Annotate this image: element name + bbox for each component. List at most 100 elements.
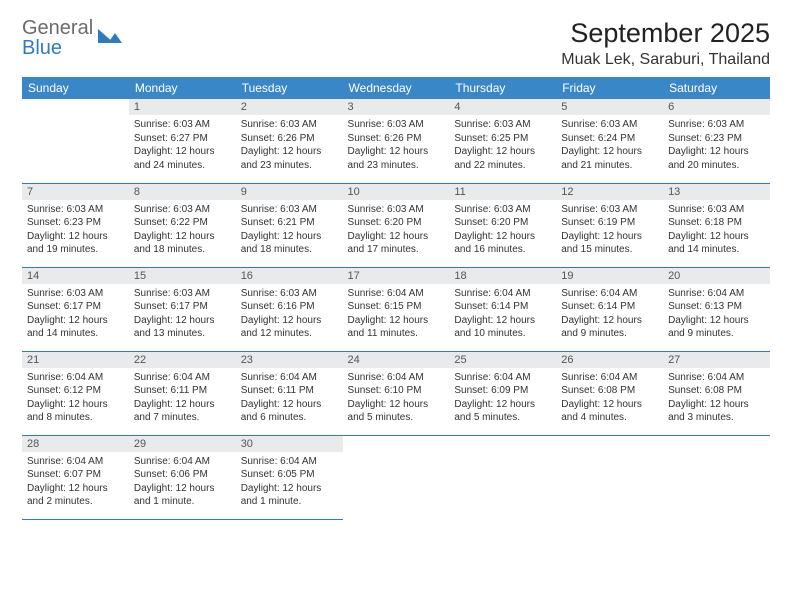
calendar-cell (449, 435, 556, 519)
sunset-text: Sunset: 6:07 PM (27, 468, 124, 482)
sunrise-text: Sunrise: 6:04 AM (668, 287, 765, 301)
daylight-text-1: Daylight: 12 hours (668, 230, 765, 244)
day-header: Friday (556, 77, 663, 99)
daylight-text-1: Daylight: 12 hours (561, 314, 658, 328)
logo: General Blue (22, 18, 124, 58)
daylight-text-2: and 3 minutes. (668, 411, 765, 425)
sunset-text: Sunset: 6:18 PM (668, 216, 765, 230)
day-content: Sunrise: 6:04 AMSunset: 6:15 PMDaylight:… (343, 284, 450, 345)
sunset-text: Sunset: 6:27 PM (134, 132, 231, 146)
sunrise-text: Sunrise: 6:03 AM (561, 118, 658, 132)
day-content: Sunrise: 6:04 AMSunset: 6:13 PMDaylight:… (663, 284, 770, 345)
daylight-text-2: and 12 minutes. (241, 327, 338, 341)
day-number: 19 (556, 268, 663, 284)
sunrise-text: Sunrise: 6:03 AM (348, 118, 445, 132)
sunrise-text: Sunrise: 6:04 AM (27, 371, 124, 385)
daylight-text-2: and 10 minutes. (454, 327, 551, 341)
sunrise-text: Sunrise: 6:04 AM (668, 371, 765, 385)
day-number: 16 (236, 268, 343, 284)
daylight-text-2: and 14 minutes. (668, 243, 765, 257)
day-content: Sunrise: 6:03 AMSunset: 6:19 PMDaylight:… (556, 200, 663, 261)
sunset-text: Sunset: 6:17 PM (134, 300, 231, 314)
daylight-text-1: Daylight: 12 hours (241, 398, 338, 412)
sunrise-text: Sunrise: 6:04 AM (134, 371, 231, 385)
calendar-cell (22, 99, 129, 183)
calendar-cell: 4Sunrise: 6:03 AMSunset: 6:25 PMDaylight… (449, 99, 556, 183)
calendar-cell: 10Sunrise: 6:03 AMSunset: 6:20 PMDayligh… (343, 183, 450, 267)
day-content: Sunrise: 6:04 AMSunset: 6:10 PMDaylight:… (343, 368, 450, 429)
day-content: Sunrise: 6:04 AMSunset: 6:14 PMDaylight:… (556, 284, 663, 345)
daylight-text-2: and 17 minutes. (348, 243, 445, 257)
sunset-text: Sunset: 6:11 PM (241, 384, 338, 398)
month-title: September 2025 (561, 18, 770, 49)
calendar-cell: 17Sunrise: 6:04 AMSunset: 6:15 PMDayligh… (343, 267, 450, 351)
daylight-text-1: Daylight: 12 hours (454, 230, 551, 244)
calendar-cell: 25Sunrise: 6:04 AMSunset: 6:09 PMDayligh… (449, 351, 556, 435)
daylight-text-1: Daylight: 12 hours (668, 145, 765, 159)
calendar-cell: 26Sunrise: 6:04 AMSunset: 6:08 PMDayligh… (556, 351, 663, 435)
day-header: Saturday (663, 77, 770, 99)
sunrise-text: Sunrise: 6:03 AM (27, 287, 124, 301)
sunrise-text: Sunrise: 6:04 AM (241, 371, 338, 385)
day-number: 30 (236, 436, 343, 452)
daylight-text-1: Daylight: 12 hours (454, 314, 551, 328)
day-header: Monday (129, 77, 236, 99)
sunset-text: Sunset: 6:23 PM (27, 216, 124, 230)
daylight-text-1: Daylight: 12 hours (134, 230, 231, 244)
sunset-text: Sunset: 6:12 PM (27, 384, 124, 398)
sunset-text: Sunset: 6:13 PM (668, 300, 765, 314)
sunrise-text: Sunrise: 6:04 AM (134, 455, 231, 469)
day-content: Sunrise: 6:04 AMSunset: 6:09 PMDaylight:… (449, 368, 556, 429)
calendar-week-row: 21Sunrise: 6:04 AMSunset: 6:12 PMDayligh… (22, 351, 770, 435)
daylight-text-2: and 13 minutes. (134, 327, 231, 341)
calendar-week-row: 1 Sunrise: 6:03 AM Sunset: 6:27 PM Daylight… (22, 99, 770, 183)
sunrise-text: Sunrise: 6:03 AM (241, 287, 338, 301)
day-number: 4 (449, 99, 556, 115)
sunset-text: Sunset: 6:26 PM (241, 132, 338, 146)
sunset-text: Sunset: 6:25 PM (454, 132, 551, 146)
sunset-text: Sunset: 6:08 PM (561, 384, 658, 398)
sunset-text: Sunset: 6:23 PM (668, 132, 765, 146)
calendar-cell: 18Sunrise: 6:04 AMSunset: 6:14 PMDayligh… (449, 267, 556, 351)
daylight-text-2: and 1 minute. (134, 495, 231, 509)
sunset-text: Sunset: 6:22 PM (134, 216, 231, 230)
sunrise-text: Sunrise: 6:03 AM (241, 118, 338, 132)
sunrise-text: Sunrise: 6:03 AM (454, 118, 551, 132)
day-content: Sunrise: 6:04 AMSunset: 6:12 PMDaylight:… (22, 368, 129, 429)
day-number: 25 (449, 352, 556, 368)
sunrise-text: Sunrise: 6:03 AM (454, 203, 551, 217)
calendar-cell: 19Sunrise: 6:04 AMSunset: 6:14 PMDayligh… (556, 267, 663, 351)
calendar-cell: 24Sunrise: 6:04 AMSunset: 6:10 PMDayligh… (343, 351, 450, 435)
daylight-text-1: Daylight: 12 hours (27, 482, 124, 496)
sunrise-text: Sunrise: 6:04 AM (454, 287, 551, 301)
daylight-text-2: and 9 minutes. (668, 327, 765, 341)
sunset-text: Sunset: 6:14 PM (561, 300, 658, 314)
day-number: 23 (236, 352, 343, 368)
sunrise-text: Sunrise: 6:03 AM (134, 203, 231, 217)
sunrise-text: Sunrise: 6:03 AM (348, 203, 445, 217)
sunset-text: Sunset: 6:08 PM (668, 384, 765, 398)
daylight-text-1: Daylight: 12 hours (241, 482, 338, 496)
calendar-cell: 14Sunrise: 6:03 AMSunset: 6:17 PMDayligh… (22, 267, 129, 351)
calendar-cell: 27Sunrise: 6:04 AMSunset: 6:08 PMDayligh… (663, 351, 770, 435)
day-number: 8 (129, 184, 236, 200)
title-block: September 2025 Muak Lek, Saraburi, Thail… (561, 18, 770, 69)
day-number: 27 (663, 352, 770, 368)
day-number: 1 (129, 99, 236, 115)
calendar-cell: 1Sunrise: 6:03 AMSunset: 6:27 PMDaylight… (129, 99, 236, 183)
calendar-cell: 30Sunrise: 6:04 AMSunset: 6:05 PMDayligh… (236, 435, 343, 519)
day-number: 11 (449, 184, 556, 200)
daylight-text-2: and 4 minutes. (561, 411, 658, 425)
daylight-text-1: Daylight: 12 hours (348, 145, 445, 159)
calendar-cell: 22Sunrise: 6:04 AMSunset: 6:11 PMDayligh… (129, 351, 236, 435)
logo-text: General Blue (22, 18, 93, 58)
daylight-text-2: and 2 minutes. (27, 495, 124, 509)
daylight-text-1: Daylight: 12 hours (134, 482, 231, 496)
header: General Blue September 2025 Muak Lek, Sa… (22, 18, 770, 69)
day-content: Sunrise: 6:03 AMSunset: 6:18 PMDaylight:… (663, 200, 770, 261)
daylight-text-1: Daylight: 12 hours (134, 398, 231, 412)
sunset-text: Sunset: 6:19 PM (561, 216, 658, 230)
day-number: 17 (343, 268, 450, 284)
daylight-text-2: and 24 minutes. (134, 159, 231, 173)
calendar-cell: 13Sunrise: 6:03 AMSunset: 6:18 PMDayligh… (663, 183, 770, 267)
